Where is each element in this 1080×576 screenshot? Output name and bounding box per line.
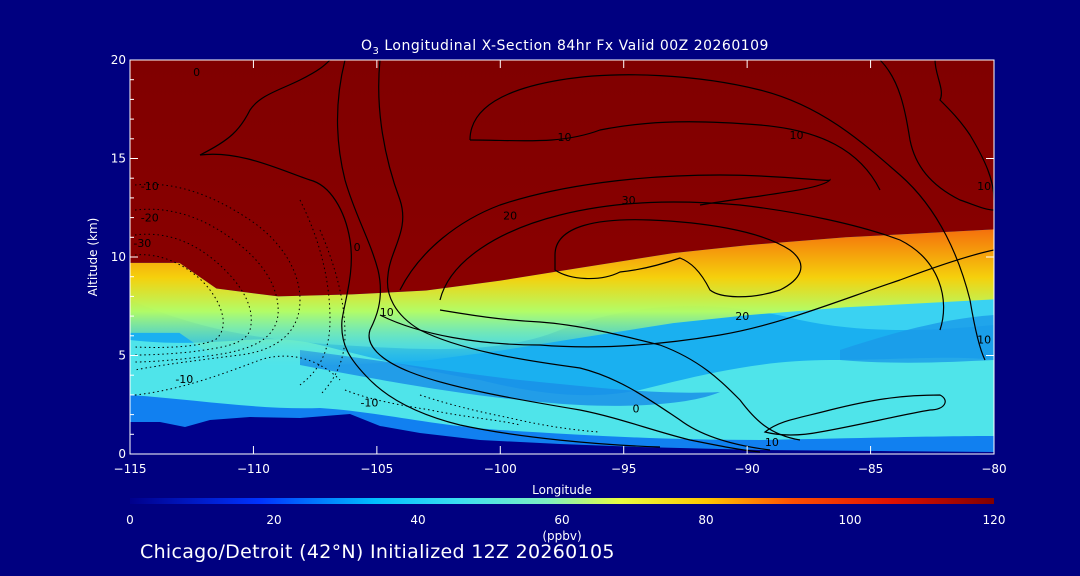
- colorbar-units: (ppbv): [542, 529, 581, 543]
- stratosphere-region: [130, 60, 994, 297]
- y-tick-label: 10: [111, 250, 126, 264]
- contour-label: 30: [622, 194, 636, 207]
- contour-solid: [879, 60, 994, 211]
- x-tick-label: −90: [734, 462, 759, 476]
- terrain: [130, 414, 994, 454]
- colorbar-tick-label: 120: [983, 513, 1006, 527]
- contour-label: 10: [380, 306, 394, 319]
- colorbar-tick-label: 20: [266, 513, 281, 527]
- ozone-field: 0 10 10 10 30 20 -10 -20 -30 0 10 20 10 -10 -10 0 10: [130, 60, 994, 454]
- y-tick-label: 0: [118, 447, 126, 461]
- y-axis-label: Altitude (km): [86, 218, 100, 297]
- contour-solid: [336, 60, 761, 453]
- contour-lines: [199, 60, 994, 453]
- x-tick-label: −100: [484, 462, 517, 476]
- contour-label: 0: [354, 241, 361, 254]
- contour-label: 20: [735, 310, 749, 323]
- contour-label: 10: [977, 334, 991, 347]
- x-tick-label: −85: [858, 462, 883, 476]
- x-tick-label: −115: [114, 462, 147, 476]
- contour-solid: [554, 219, 802, 298]
- contour-solid: [439, 201, 945, 331]
- contour-solid: [469, 121, 881, 191]
- contour-dotted: [134, 183, 301, 371]
- chart-title: O3 Longitudinal X-Section 84hr Fx Valid …: [361, 38, 769, 57]
- x-axis-label: Longitude: [532, 483, 592, 497]
- contour-dotted: [419, 394, 601, 433]
- right-blue-patch: [840, 315, 994, 363]
- contour-dotted: [344, 389, 521, 426]
- tropopause-transition-layer: [130, 229, 994, 367]
- contour-dotted: [319, 229, 346, 396]
- contour-label: 0: [193, 66, 200, 79]
- contour-label: -10: [175, 373, 193, 386]
- contour-label: -10: [360, 397, 378, 410]
- contour-label: 10: [765, 436, 779, 449]
- x-tick-label: −80: [981, 462, 1006, 476]
- contour-label: 20: [503, 210, 517, 223]
- x-tick-label: −95: [611, 462, 636, 476]
- contour-label: 10: [790, 129, 804, 142]
- contour-solid: [379, 249, 994, 348]
- negative-contour-lines: [134, 183, 601, 433]
- colorbar-tick-label: 80: [698, 513, 713, 527]
- x-tick-label: −105: [360, 462, 393, 476]
- contour-solid: [399, 174, 831, 291]
- contour-labels: 0 10 10 10 30 20 -10 -20 -30 0 10 20 10 -10 -10 0 10: [133, 66, 991, 449]
- contour-solid: [199, 60, 331, 156]
- colorbar-tick-label: 100: [839, 513, 862, 527]
- y-tick-label: 5: [118, 349, 126, 363]
- contour-solid: [469, 74, 986, 361]
- mid-blue-streak: [300, 350, 720, 406]
- contour-solid: [763, 394, 946, 436]
- contour-solid: [934, 60, 994, 201]
- colorbar-ticks: 0 20 40 60 80 100 120: [126, 513, 1005, 527]
- contour-label: 10: [557, 131, 571, 144]
- contour-label: 0: [633, 403, 640, 416]
- contour-solid: [199, 153, 661, 448]
- contour-label: 10: [977, 180, 991, 193]
- contour-solid: [378, 60, 771, 451]
- colorbar: [130, 498, 994, 504]
- colorbar-tick-label: 60: [554, 513, 569, 527]
- contour-label: -30: [133, 237, 151, 250]
- y-tick-label: 20: [111, 53, 126, 67]
- contour-dotted: [134, 254, 224, 348]
- contour-solid: [439, 309, 801, 441]
- contour-label: -20: [141, 212, 159, 225]
- y-tick-label: 15: [111, 152, 126, 166]
- colorbar-tick-label: 40: [410, 513, 425, 527]
- axes: −115 −110 −105 −100 −95 −90 −85 −80 0 5 10 15 20: [111, 53, 1007, 476]
- contour-dotted: [134, 355, 341, 396]
- colorbar-tick-label: 0: [126, 513, 134, 527]
- footer-caption: Chicago/Detroit (42°N) Initialized 12Z 2…: [140, 541, 615, 563]
- contour-label: -10: [141, 180, 159, 193]
- x-tick-label: −110: [237, 462, 270, 476]
